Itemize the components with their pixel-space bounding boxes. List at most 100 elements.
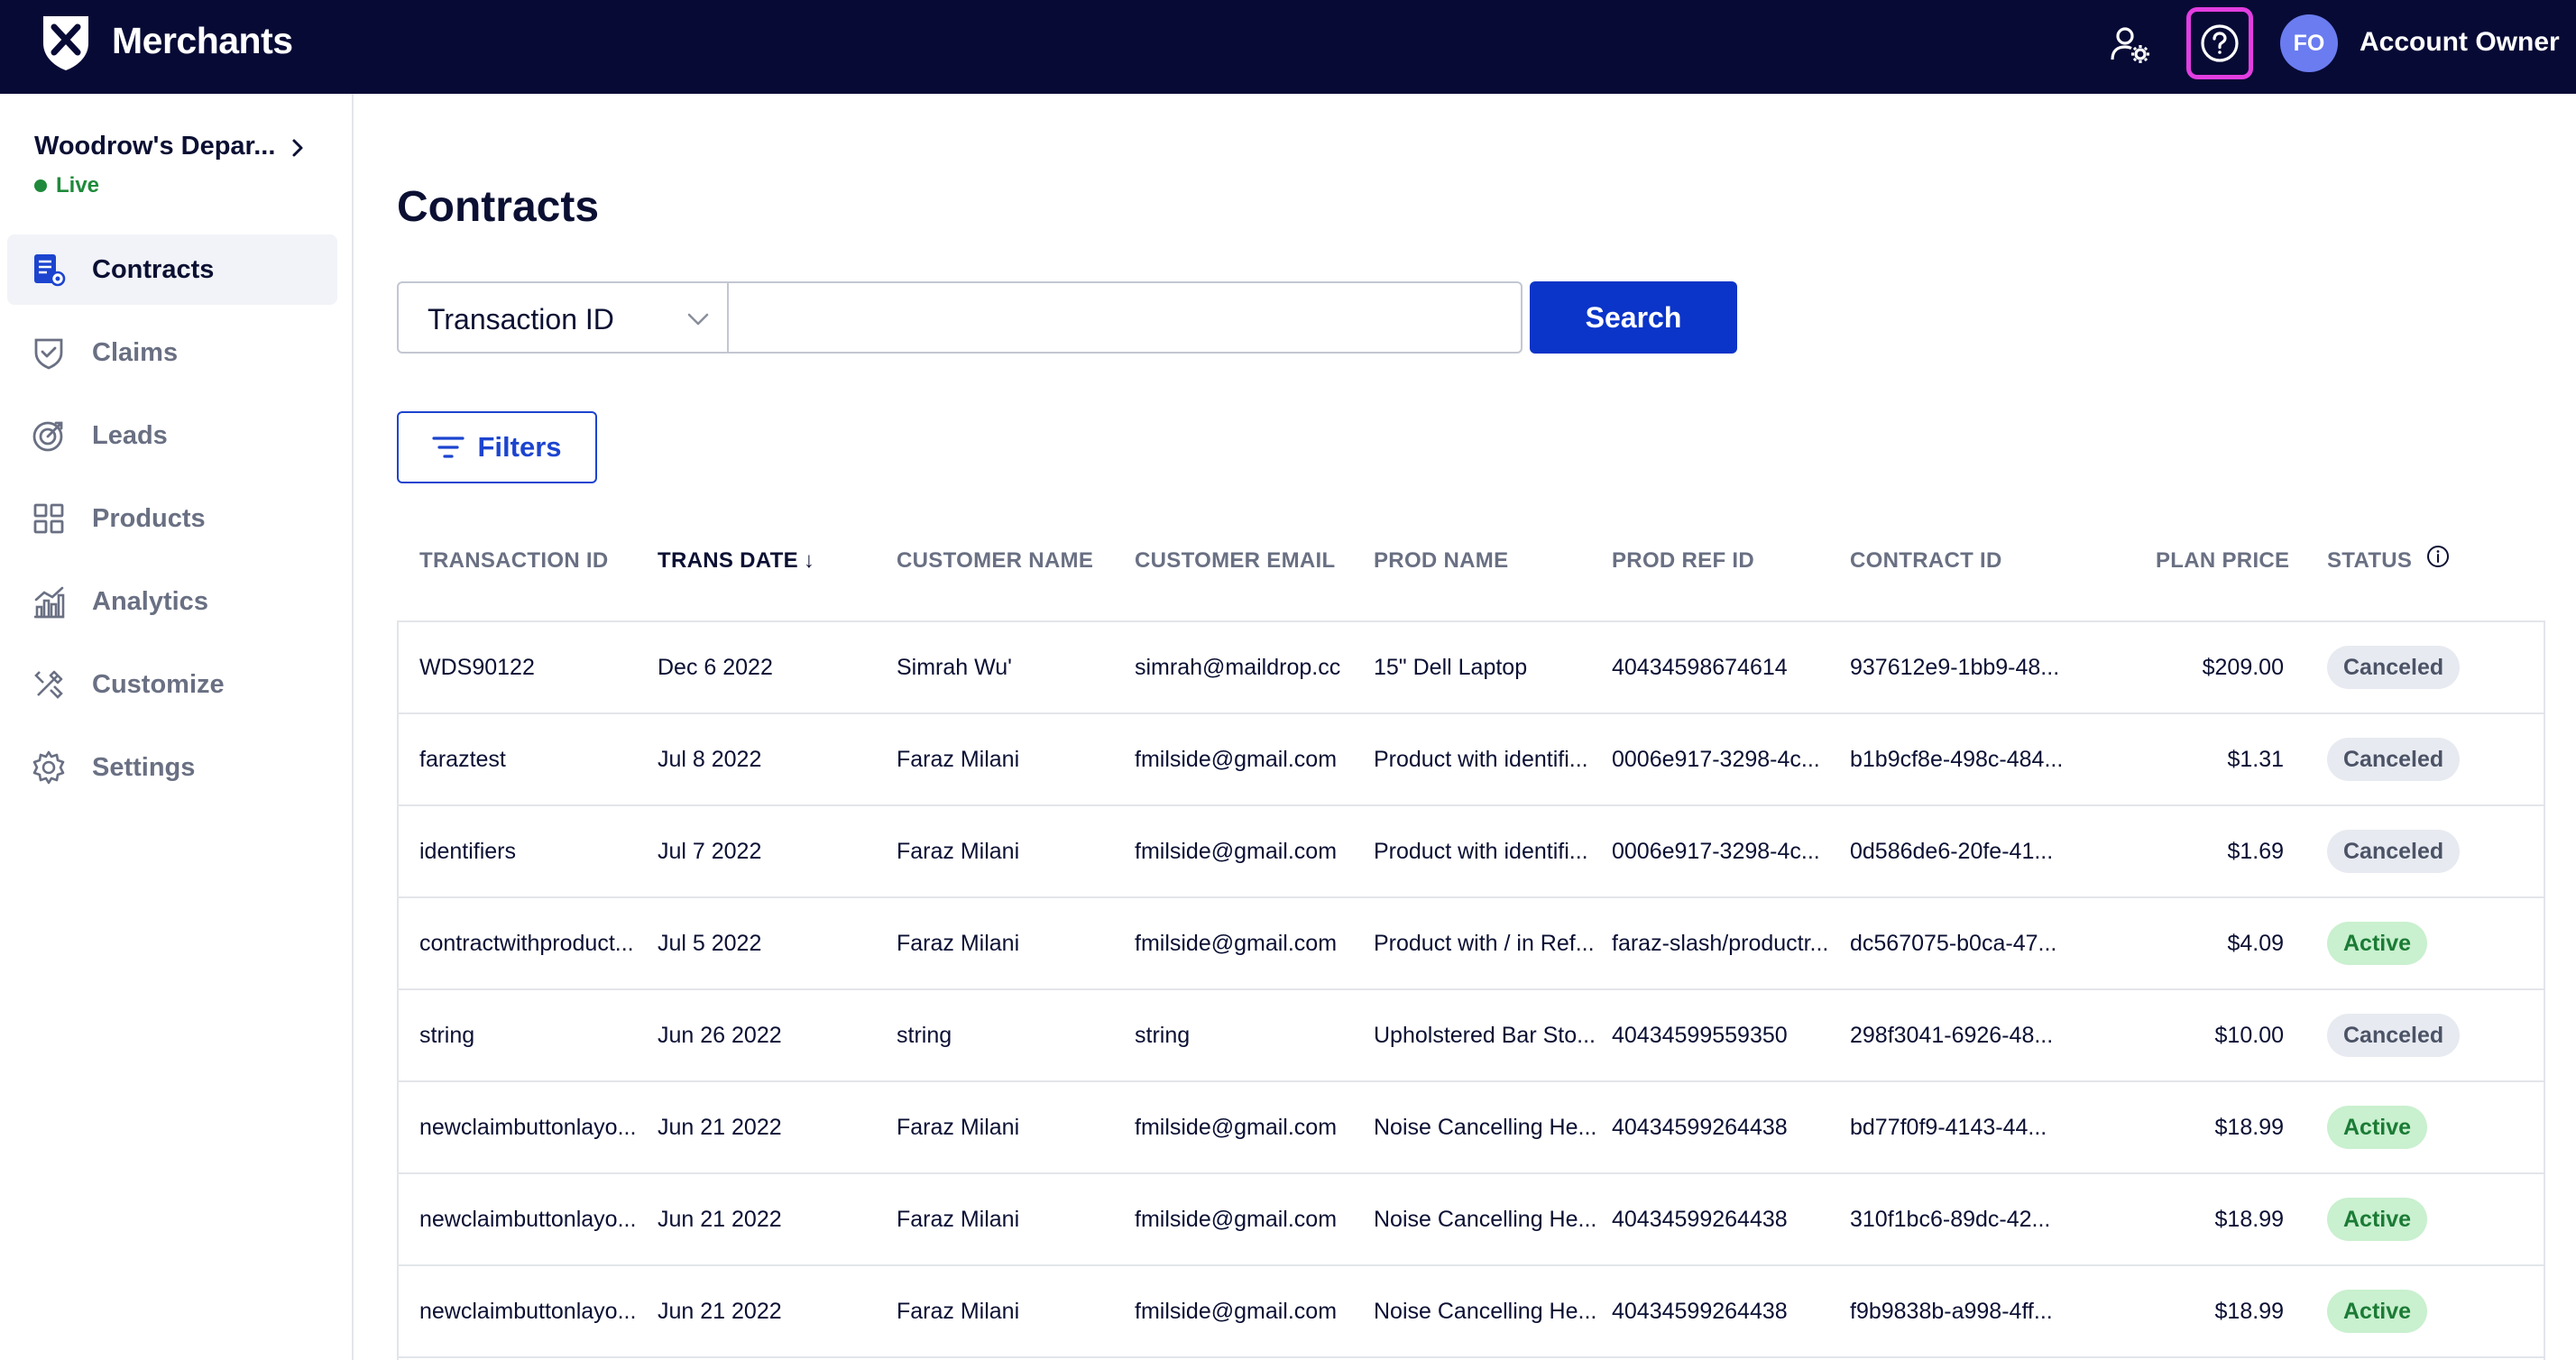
page-title: Contracts (397, 183, 600, 231)
table-row[interactable]: faraztest Jul 8 2022 Faraz Milani fmilside@… (397, 714, 2545, 806)
cell-plan-price: $4.09 (2227, 931, 2284, 956)
org-name[interactable]: Woodrow's Depar... (34, 132, 276, 161)
cell-contract-id: f9b9838b-a998-4ff... (1850, 1299, 2053, 1324)
table-row[interactable]: newclaimbuttonlayo... Jun 21 2022 Faraz Mi… (397, 1174, 2545, 1266)
cell-contract-id: 937612e9-1bb9-48... (1850, 655, 2060, 680)
shield-icon (34, 338, 63, 370)
search-field-select[interactable]: Transaction ID (397, 281, 729, 354)
cell-plan-price: $10.00 (2214, 1023, 2284, 1048)
cell-customer-name: Faraz Milani (897, 839, 1020, 864)
cell-trans-date: Jun 21 2022 (658, 1115, 782, 1140)
table-row[interactable]: newclaimbuttonlayo... Jun 21 2022 Faraz Mi… (397, 1082, 2545, 1174)
cell-contract-id: 310f1bc6-89dc-42... (1850, 1207, 2051, 1232)
gear-icon (32, 750, 65, 785)
filters-button[interactable]: Filters (397, 411, 597, 483)
cell-plan-price: $209.00 (2202, 655, 2284, 680)
search-button[interactable]: Search (1530, 281, 1737, 354)
cell-customer-email: fmilside@gmail.com (1135, 1115, 1338, 1140)
sidebar-item-analytics[interactable]: Analytics (7, 566, 337, 637)
chevron-right-icon[interactable] (287, 137, 308, 159)
tools-icon (34, 670, 63, 699)
table-row[interactable]: contractwithproduct... Jul 5 2022 Faraz Mi… (397, 898, 2545, 990)
column-header-customer-email[interactable]: CUSTOMER EMAIL (1135, 548, 1336, 573)
column-header-status[interactable]: STATUS (2327, 548, 2413, 573)
status-badge: Canceled (2327, 646, 2461, 689)
user-settings-icon[interactable] (2109, 23, 2152, 67)
cell-prod-name: Noise Cancelling He... (1374, 1207, 1597, 1232)
sidebar-item-claims[interactable]: Claims (7, 317, 337, 388)
status-badge: Canceled (2327, 1014, 2461, 1057)
table-row[interactable]: newclaimbuttonlayo... Jun 21 2022 Faraz Mi… (397, 1266, 2545, 1358)
sidebar-item-products[interactable]: Products (7, 483, 337, 554)
cell-customer-name: Faraz Milani (897, 1115, 1020, 1140)
cell-customer-name: string (897, 1023, 952, 1048)
cell-customer-email: fmilside@gmail.com (1135, 839, 1338, 864)
sidebar-item-label: Customize (92, 669, 225, 699)
sidebar-item-contracts[interactable]: Contracts (7, 234, 337, 305)
search-input[interactable] (727, 281, 1523, 354)
cell-transaction-id: faraztest (419, 747, 506, 772)
sidebar-item-customize[interactable]: Customize (7, 649, 337, 720)
cell-customer-email: simrah@maildrop.cc (1135, 655, 1341, 680)
column-header-prod-name[interactable]: PROD NAME (1374, 548, 1509, 573)
sidebar-item-label: Contracts (92, 254, 215, 284)
sidebar-item-label: Leads (92, 420, 168, 450)
cell-contract-id: dc567075-b0ca-47... (1850, 931, 2057, 956)
cell-transaction-id: contractwithproduct... (419, 931, 634, 956)
cell-trans-date: Dec 6 2022 (658, 655, 773, 680)
search-field-selected: Transaction ID (428, 303, 614, 335)
column-header-plan-price[interactable]: PLAN PRICE (2156, 548, 2290, 573)
sidebar-item-settings[interactable]: Settings (7, 732, 337, 803)
cell-prod-ref-id: 40434599264438 (1612, 1299, 1788, 1324)
cell-customer-name: Faraz Milani (897, 931, 1020, 956)
cell-transaction-id: newclaimbuttonlayo... (419, 1115, 637, 1140)
table-row[interactable]: string Jun 26 2022 string string Upholstered… (397, 990, 2545, 1082)
cell-prod-ref-id: 40434598674614 (1612, 655, 1788, 680)
filter-icon (432, 436, 465, 458)
cell-contract-id: bd77f0f9-4143-44... (1850, 1115, 2047, 1140)
cell-prod-ref-id: 0006e917-3298-4c... (1612, 839, 1820, 864)
column-header-trans-date[interactable]: TRANS DATE ↓ (658, 548, 814, 574)
cell-customer-email: fmilside@gmail.com (1135, 931, 1338, 956)
column-header-prod-ref-id[interactable]: PROD REF ID (1612, 548, 1754, 573)
column-header-customer-name[interactable]: CUSTOMER NAME (897, 548, 1094, 573)
brand-name[interactable]: Merchants (112, 20, 293, 61)
table-row[interactable]: identifiers Jul 7 2022 Faraz Milani fmilsid… (397, 806, 2545, 898)
cell-customer-email: fmilside@gmail.com (1135, 747, 1338, 772)
contracts-table (397, 620, 2545, 1360)
cell-prod-ref-id: 40434599264438 (1612, 1207, 1788, 1232)
cell-customer-name: Faraz Milani (897, 747, 1020, 772)
help-button[interactable] (2186, 7, 2253, 79)
cell-customer-email: string (1135, 1023, 1191, 1048)
sidebar-item-label: Settings (92, 752, 196, 782)
sidebar-item-leads[interactable]: Leads (7, 400, 337, 471)
cell-transaction-id: newclaimbuttonlayo... (419, 1299, 637, 1324)
sort-arrow-icon: ↓ (803, 548, 815, 573)
column-header-transaction-id[interactable]: TRANSACTION ID (419, 548, 609, 573)
cell-trans-date: Jul 8 2022 (658, 747, 762, 772)
account-name[interactable]: Account Owner (2360, 27, 2560, 57)
cell-prod-name: Product with identifi... (1374, 839, 1588, 864)
info-icon[interactable] (2426, 545, 2450, 568)
live-dot-icon (34, 179, 47, 192)
cell-plan-price: $18.99 (2214, 1115, 2284, 1140)
cell-customer-name: Faraz Milani (897, 1299, 1020, 1324)
status-badge: Active (2327, 1198, 2428, 1241)
cell-contract-id: 298f3041-6926-48... (1850, 1023, 2054, 1048)
column-header-contract-id[interactable]: CONTRACT ID (1850, 548, 2002, 573)
sidebar-item-label: Analytics (92, 586, 208, 616)
avatar[interactable]: FO (2280, 14, 2338, 72)
cell-contract-id: b1b9cf8e-498c-484... (1850, 747, 2064, 772)
table-row[interactable]: WDS90122 Dec 6 2022 Simrah Wu' simrah@maild… (397, 622, 2545, 714)
cell-plan-price: $18.99 (2214, 1299, 2284, 1324)
cell-prod-name: Noise Cancelling He... (1374, 1299, 1597, 1324)
bar-chart-icon (34, 586, 65, 619)
cell-trans-date: Jun 21 2022 (658, 1299, 782, 1324)
status-badge: Live (34, 173, 99, 198)
cell-transaction-id: WDS90122 (419, 655, 535, 680)
cell-customer-name: Faraz Milani (897, 1207, 1020, 1232)
target-icon (32, 421, 63, 452)
column-header-label: TRANS DATE (658, 548, 798, 573)
help-icon (2201, 24, 2239, 62)
logo-icon[interactable] (36, 13, 96, 72)
